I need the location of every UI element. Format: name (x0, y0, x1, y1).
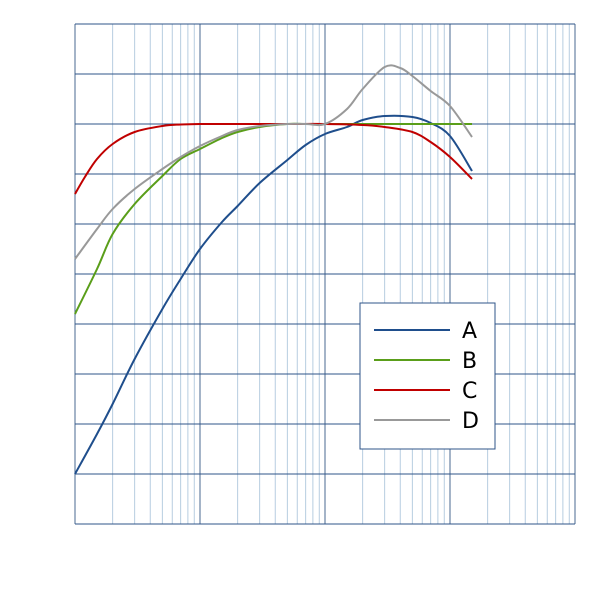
series-layer (74, 64, 473, 475)
legend-label-b: B (462, 349, 477, 374)
series-line-c (74, 122, 473, 195)
series-line-d (74, 64, 473, 260)
legend-label-d: D (462, 409, 479, 434)
legend-box (359, 302, 496, 450)
series-line-a (74, 114, 473, 475)
legend-label-a: A (462, 319, 477, 344)
legend-label-c: C (462, 379, 477, 404)
